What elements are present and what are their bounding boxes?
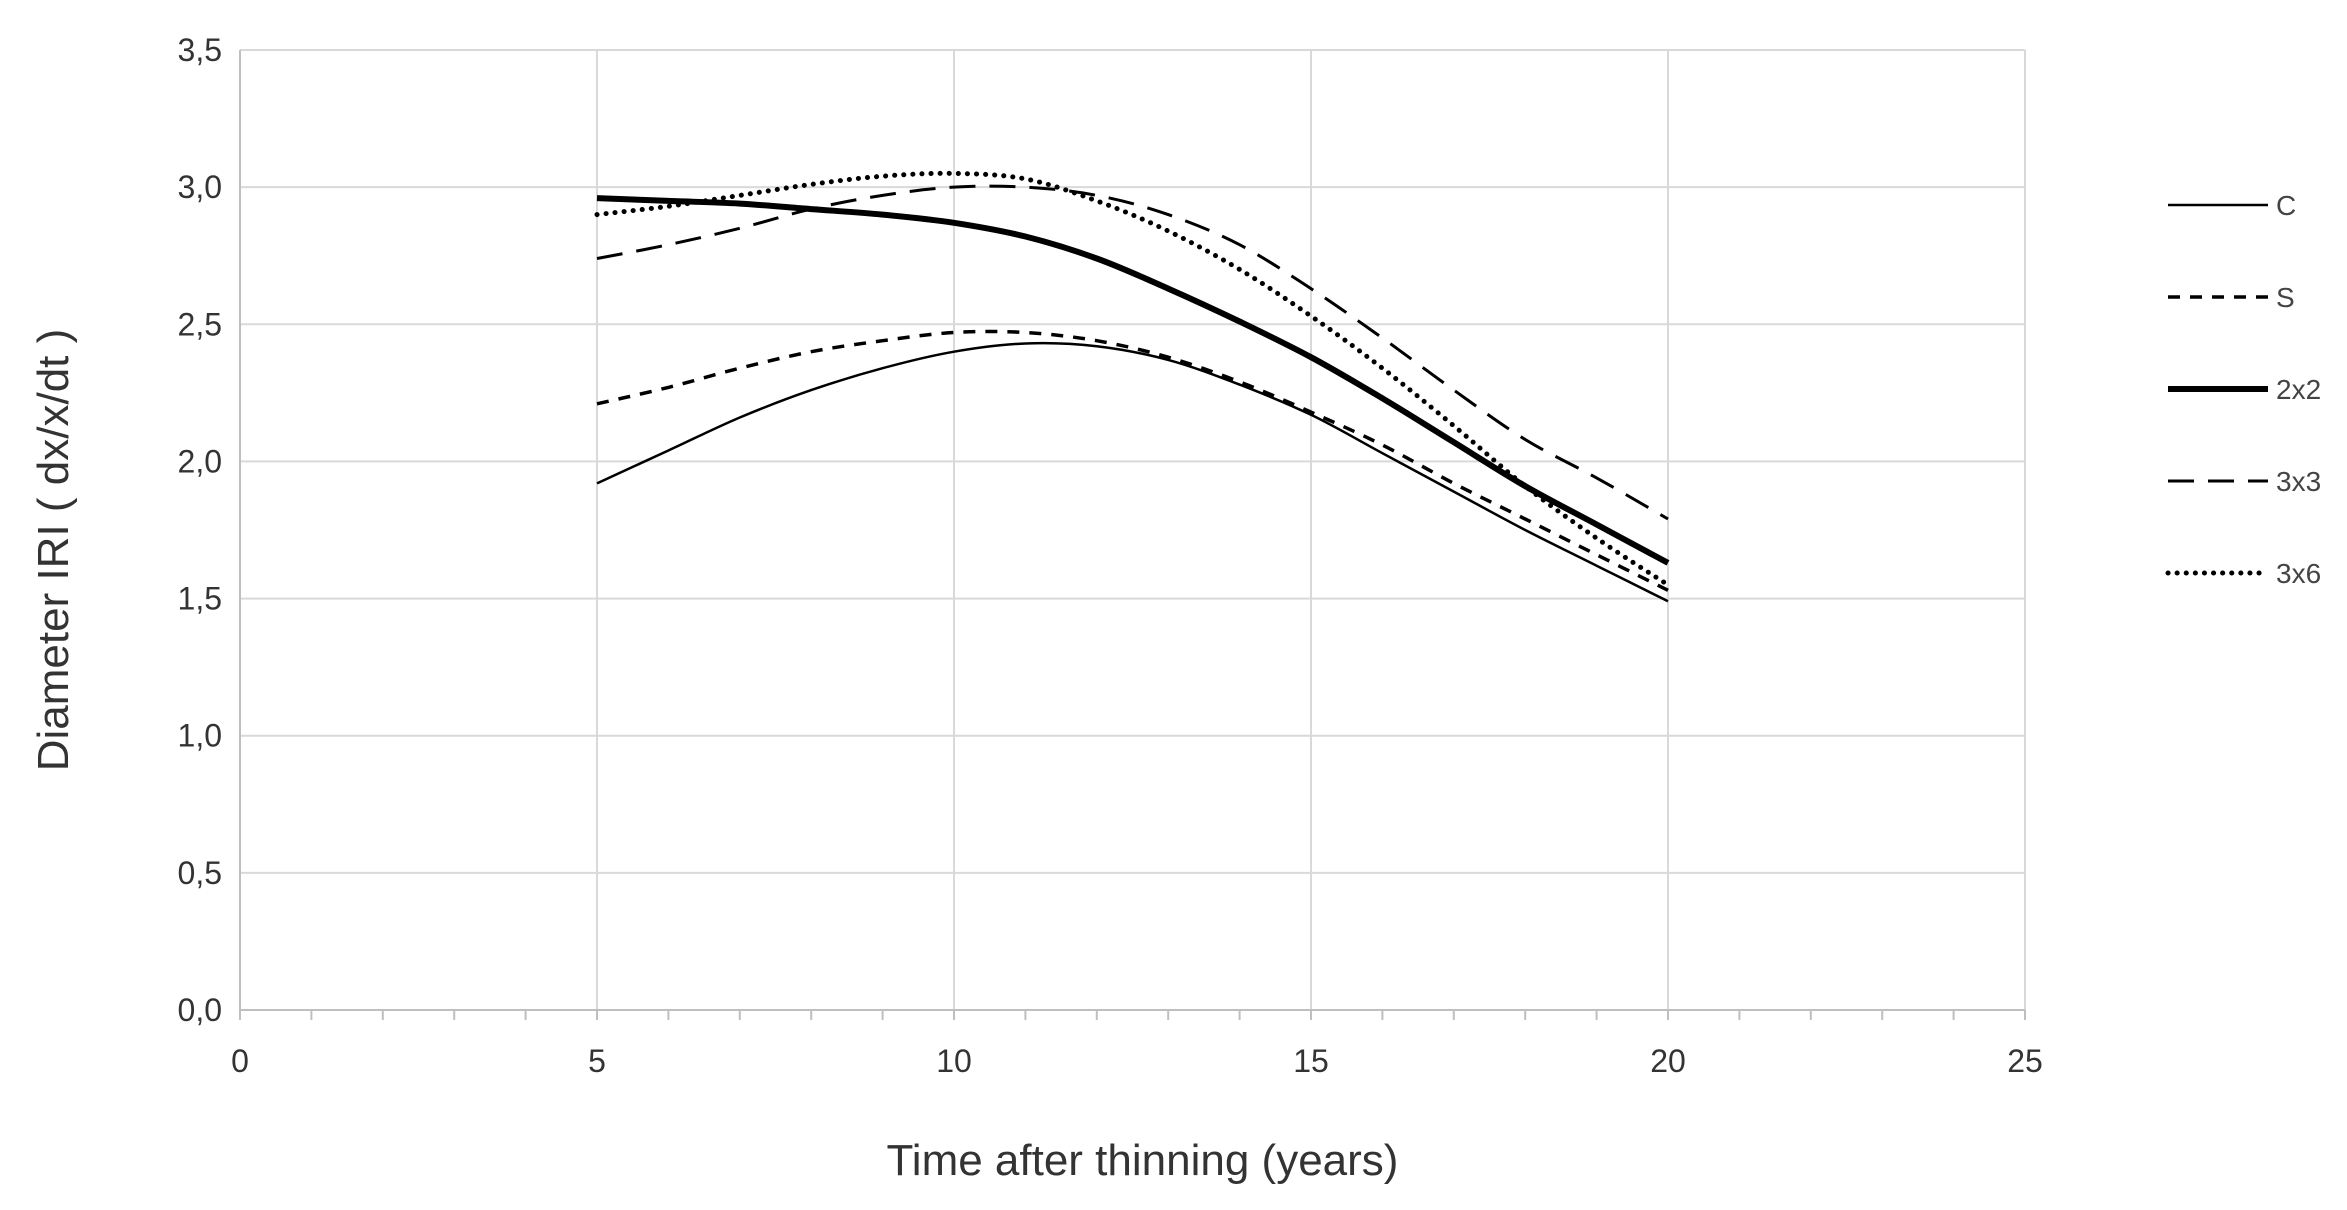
- x-tick-label: 10: [936, 1043, 972, 1079]
- series-line-3x3: [596, 184, 1669, 521]
- y-tick-label: 3,0: [178, 169, 222, 205]
- x-tick-label: 15: [1293, 1043, 1329, 1079]
- series-line-2x2: [596, 195, 1670, 566]
- y-tick-label: 2,5: [178, 306, 222, 342]
- axes: [239, 50, 2025, 1011]
- y-axis-title: Diameter IRI ( dx/x/dt ): [29, 329, 78, 772]
- legend-label-s: S: [2276, 282, 2295, 313]
- series-line-s: [596, 329, 1669, 592]
- y-tick-label: 1,0: [178, 718, 222, 754]
- x-tick-label: 0: [231, 1043, 249, 1079]
- y-tick-label: 0,0: [178, 992, 222, 1028]
- x-tick-label: 5: [588, 1043, 606, 1079]
- legend: C S 2x2 3x3 3x6: [2165, 190, 2321, 589]
- x-tick-label: 20: [1650, 1043, 1686, 1079]
- x-minor-ticks: [239, 1010, 2026, 1020]
- legend-label-3x6: 3x6: [2276, 558, 2321, 589]
- y-tick-labels: 0,0 0,5 1,0 1,5 2,0 2,5 3,0 3,5: [178, 32, 222, 1028]
- y-tick-label: 0,5: [178, 855, 222, 891]
- y-tick-label: 1,5: [178, 581, 222, 617]
- legend-label-c: C: [2276, 190, 2296, 221]
- legend-label-2x2: 2x2: [2276, 374, 2321, 405]
- legend-label-3x3: 3x3: [2276, 466, 2321, 497]
- y-tick-label: 3,5: [178, 32, 222, 68]
- series-line-c: [596, 341, 1669, 603]
- series-line-3x6: [594, 170, 1671, 588]
- x-tick-label: 25: [2007, 1043, 2043, 1079]
- series-lines: [594, 170, 1671, 603]
- y-tick-label: 2,0: [178, 443, 222, 479]
- x-tick-labels: 0 5 10 15 20 25: [231, 1043, 2043, 1079]
- x-axis-title: Time after thinning (years): [887, 1136, 1399, 1185]
- grid-lines: [240, 49, 2026, 1010]
